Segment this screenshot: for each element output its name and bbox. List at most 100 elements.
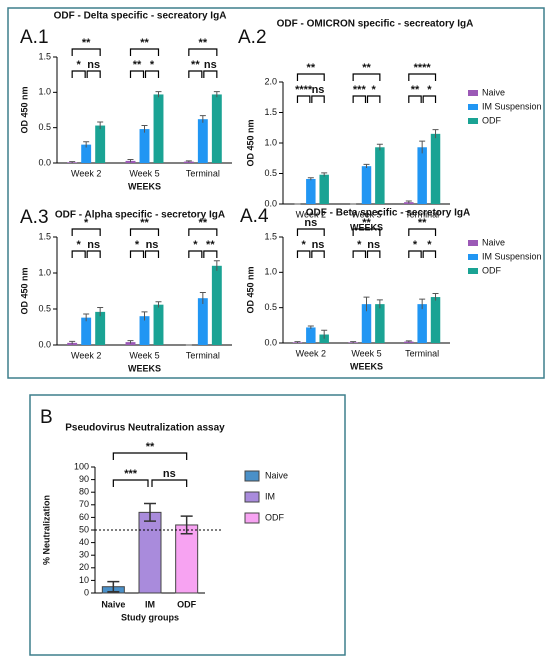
significance-label: * bbox=[84, 217, 89, 229]
significance-bracket bbox=[188, 70, 203, 78]
significance-label: **** bbox=[414, 62, 432, 74]
legend-swatch bbox=[244, 470, 260, 482]
significance-bracket bbox=[71, 70, 86, 78]
significance-bracket bbox=[71, 250, 86, 258]
y-tick-label: 1.5 bbox=[38, 231, 51, 241]
bar bbox=[306, 327, 316, 343]
bar bbox=[81, 144, 92, 163]
significance-label: * bbox=[427, 239, 432, 251]
significance-label: * bbox=[150, 59, 155, 71]
legend-swatch bbox=[468, 254, 478, 260]
x-axis-label: Study groups bbox=[121, 612, 179, 622]
bar bbox=[138, 511, 162, 594]
significance-label: *** bbox=[124, 468, 138, 480]
legend-swatch bbox=[244, 491, 260, 503]
error-bar bbox=[155, 301, 162, 308]
x-tick-label: Week 5 bbox=[129, 350, 159, 360]
significance-bracket bbox=[408, 73, 437, 81]
error-bar bbox=[419, 298, 426, 310]
significance-bracket bbox=[112, 452, 188, 460]
significance-bracket bbox=[151, 479, 188, 487]
y-tick-label: 0.0 bbox=[38, 339, 51, 349]
y-tick-label: 10 bbox=[79, 575, 89, 585]
y-tick-label: 0.5 bbox=[264, 168, 277, 178]
significance-bracket bbox=[188, 250, 203, 258]
chart-title: ODF - Beta specific - secretory IgA bbox=[306, 208, 471, 219]
significance-bracket bbox=[352, 250, 367, 258]
x-tick-label: Week 2 bbox=[296, 209, 326, 219]
error-bar bbox=[405, 200, 412, 204]
x-axis-label: WEEKS bbox=[350, 222, 383, 232]
significance-label: ns bbox=[312, 239, 325, 251]
x-tick-label: IM bbox=[145, 599, 155, 609]
significance-bracket bbox=[71, 48, 101, 56]
legend-label: Naive bbox=[482, 237, 505, 247]
y-tick-label: 50 bbox=[79, 524, 89, 534]
error-bar bbox=[97, 307, 104, 317]
legend-swatch bbox=[244, 512, 260, 524]
significance-label: ns bbox=[312, 84, 325, 96]
significance-label: ** bbox=[206, 239, 215, 251]
significance-bracket bbox=[144, 250, 160, 258]
significance-label: ** bbox=[140, 217, 149, 229]
significance-bracket bbox=[203, 250, 218, 258]
bar bbox=[319, 174, 329, 204]
error-bar bbox=[294, 341, 301, 343]
bar bbox=[306, 178, 316, 204]
y-tick-label: 40 bbox=[79, 537, 89, 547]
bar bbox=[95, 311, 106, 345]
x-tick-label: ODF bbox=[177, 599, 197, 609]
x-tick-label: Week 2 bbox=[71, 350, 101, 360]
significance-label: * bbox=[413, 239, 418, 251]
bar bbox=[139, 316, 150, 345]
y-tick-label: 1.0 bbox=[264, 137, 277, 147]
significance-label: * bbox=[77, 59, 82, 71]
error-bar bbox=[321, 172, 328, 177]
y-tick-label: 0.5 bbox=[264, 302, 277, 312]
error-bar bbox=[141, 311, 148, 321]
error-bar bbox=[127, 158, 134, 163]
y-axis-label: % Neutralization bbox=[41, 495, 51, 565]
significance-label: * bbox=[427, 84, 432, 96]
x-tick-label: Week 5 bbox=[351, 348, 381, 358]
significance-bracket bbox=[366, 250, 381, 258]
error-bar bbox=[363, 296, 370, 312]
bar bbox=[175, 524, 199, 594]
error-bar bbox=[350, 341, 357, 343]
chart-title: ODF - Alpha specific - secretory IgA bbox=[55, 210, 225, 221]
bar bbox=[139, 129, 150, 163]
significance-label: ** bbox=[146, 441, 155, 453]
legend-label: Naive bbox=[265, 470, 288, 480]
significance-label: *** bbox=[353, 84, 367, 96]
significance-label: * bbox=[193, 239, 198, 251]
error-bar bbox=[155, 91, 162, 98]
bar bbox=[197, 119, 208, 163]
legend-label: IM Suspension bbox=[482, 101, 542, 111]
legend-label: ODF bbox=[482, 265, 502, 275]
error-bar bbox=[363, 163, 370, 169]
significance-bracket bbox=[352, 73, 381, 81]
legend-label: IM Suspension bbox=[482, 251, 542, 261]
significance-label: ** bbox=[411, 84, 420, 96]
error-bar bbox=[432, 129, 439, 139]
significance-label: ns bbox=[204, 59, 217, 71]
error-bar bbox=[180, 515, 193, 535]
y-tick-label: 0.0 bbox=[264, 337, 277, 347]
x-tick-label: Week 5 bbox=[351, 209, 381, 219]
error-bar bbox=[213, 91, 220, 98]
significance-bracket bbox=[296, 73, 325, 81]
significance-bracket bbox=[203, 70, 218, 78]
bar bbox=[153, 304, 164, 345]
significance-bracket bbox=[408, 95, 422, 103]
significance-bracket bbox=[129, 250, 145, 258]
significance-label: * bbox=[302, 239, 307, 251]
bar bbox=[430, 297, 441, 343]
x-tick-label: Terminal bbox=[405, 348, 439, 358]
error-bar bbox=[213, 260, 220, 271]
significance-bracket bbox=[296, 250, 311, 258]
bar bbox=[211, 265, 222, 345]
x-tick-label: Terminal bbox=[186, 350, 220, 360]
error-bar bbox=[69, 340, 76, 345]
bar bbox=[417, 304, 427, 343]
